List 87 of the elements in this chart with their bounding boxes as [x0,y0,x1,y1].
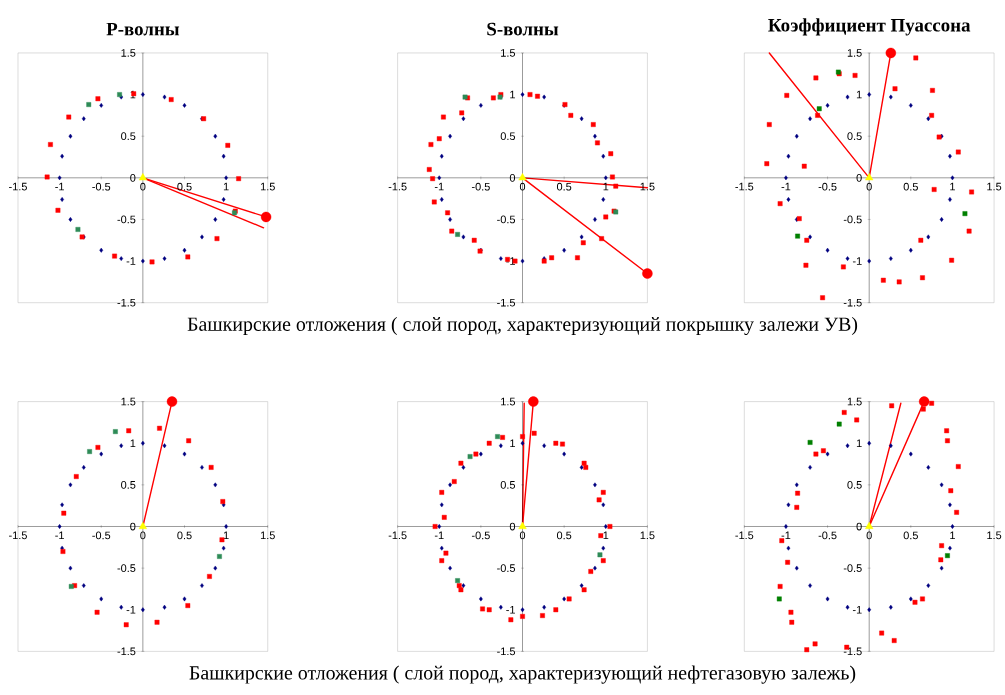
chart-title: S-волны [487,22,559,36]
y-tick-label: -0.5 [497,564,516,572]
y-tick-label: -1.5 [843,647,862,656]
x-tick-label: 1.5 [260,531,275,539]
x-tick-label: 1 [223,182,229,191]
y-tick-label: 0.5 [121,480,136,489]
x-tick-label: -1 [781,531,791,539]
y-tick-label: 0 [130,522,136,531]
x-tick-label: 1 [603,182,609,191]
x-tick-label: 0.5 [903,182,918,191]
x-tick-label: -0.5 [818,531,837,540]
x-tick-label: 0 [140,531,146,540]
y-tick-label: -1.5 [497,298,516,307]
y-tick-label: 1 [510,90,515,99]
x-tick-label: -1 [55,531,64,539]
x-tick-label: 1.5 [987,531,1002,539]
y-tick-label: -1.5 [843,298,862,307]
chart-title: P-волны [106,22,180,36]
x-tick-label: -0.5 [471,182,490,191]
y-tick-label: 1.5 [501,48,516,57]
y-tick-label: -0.5 [843,215,862,224]
x-tick-label: 0 [866,182,872,191]
y-tick-label: -0.5 [117,564,136,572]
y-tick-label: 0.5 [121,132,136,140]
x-tick-label: 1.5 [640,182,655,191]
y-tick-label: -1 [126,605,136,614]
x-tick-label: 1.5 [987,182,1002,191]
x-tick-label: -1.5 [735,182,754,191]
x-tick-label: 1 [950,531,955,539]
y-tick-label: 1.5 [847,48,862,57]
y-tick-label: 1 [856,439,862,447]
x-tick-label: -0.5 [92,182,111,191]
y-tick-label: 1 [510,439,515,447]
y-tick-label: 0.5 [847,132,862,140]
x-tick-label: -1.5 [9,182,27,191]
y-tick-label: -1.5 [117,647,136,656]
y-tick-label: -1 [852,257,862,265]
y-tick-label: -1.5 [117,298,136,307]
y-tick-label: 1.5 [501,397,516,406]
x-tick-label: 0 [866,531,872,540]
y-tick-label: -0.5 [117,215,136,224]
y-tick-label: 0.5 [847,480,862,489]
y-tick-label: -1 [126,257,136,265]
x-tick-label: 1.5 [640,531,655,539]
x-tick-label: -1 [434,531,444,539]
x-tick-label: 0 [519,531,526,540]
y-tick-label: 0 [509,522,516,531]
x-tick-label: -1 [55,182,64,191]
text: Башкирские отложения ( слой пород, характеризующий нефтегазовую залежь) [189,665,856,684]
chart-title: Коэффициент Пуассона [768,18,971,36]
x-tick-label: -1.5 [9,531,27,539]
y-tick-label: -1 [852,605,862,614]
x-tick-label: 0.5 [177,182,192,191]
x-tick-label: 0.5 [177,531,192,540]
x-tick-label: -0.5 [818,182,837,191]
y-tick-label: -1.5 [497,647,516,656]
x-tick-label: -0.5 [471,531,490,540]
x-tick-label: 0.5 [556,531,572,540]
y-tick-label: 1.5 [847,397,862,406]
y-tick-label: 0 [856,522,862,531]
y-tick-label: 1.5 [121,48,136,57]
text: Башкирские отложения ( слой пород, характеризующий покрышку залежи УВ) [187,316,858,335]
x-tick-label: -1.5 [388,182,407,191]
x-tick-label: 0.5 [556,182,572,191]
y-tick-label: -0.5 [497,215,516,224]
x-tick-label: -0.5 [92,531,111,540]
y-tick-label: 1 [130,439,136,447]
y-tick-label: 0.5 [500,480,516,489]
y-tick-label: 0 [509,173,516,182]
y-tick-label: 1.5 [121,397,136,406]
x-tick-label: 1 [223,531,229,539]
x-tick-label: -1 [781,182,791,191]
y-tick-label: -1 [506,605,515,614]
x-tick-label: 1.5 [260,182,275,191]
x-tick-label: -1.5 [735,531,754,539]
y-tick-label: 0.5 [500,132,516,140]
x-tick-label: 1 [950,182,955,191]
x-tick-label: -1.5 [388,531,407,539]
x-tick-label: 0.5 [903,531,918,540]
y-tick-label: 0 [856,173,862,182]
x-tick-label: 0 [140,182,146,191]
x-tick-label: 1 [603,531,609,539]
y-tick-label: 1 [856,90,862,99]
x-tick-label: -1 [434,182,444,191]
x-tick-label: 0 [519,182,526,191]
y-tick-label: 0 [130,173,136,182]
y-tick-label: -0.5 [843,564,862,572]
